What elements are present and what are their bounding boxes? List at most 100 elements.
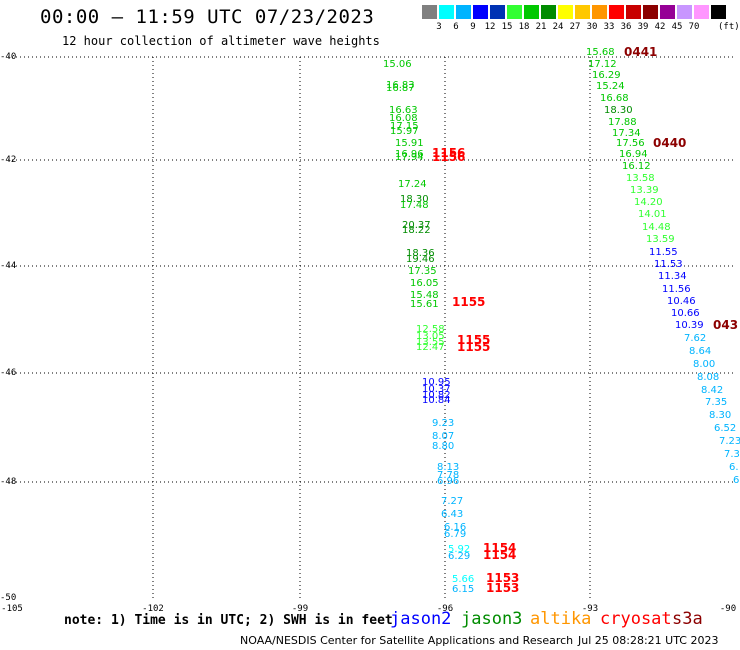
wave-height-value: 8.00 bbox=[693, 359, 716, 370]
wave-height-value: 11.55 bbox=[649, 247, 678, 258]
lat-label: -44 bbox=[0, 261, 17, 271]
legend-label: 45 bbox=[671, 22, 683, 32]
satellite-altika: altika bbox=[530, 609, 592, 629]
legend-label: 39 bbox=[637, 22, 649, 32]
wave-height-value: 20.37 bbox=[402, 220, 431, 231]
wave-height-value: 5.66 bbox=[452, 574, 475, 585]
lat-label: -50 bbox=[0, 593, 17, 603]
wave-height-value: 18.36 bbox=[406, 248, 435, 259]
wave-height-value: 7.62 bbox=[684, 333, 707, 344]
wave-height-value: 10.95 bbox=[422, 377, 451, 388]
wave-height-value: 6.29 bbox=[448, 551, 471, 562]
wave-height-value: 16.08 bbox=[389, 113, 418, 124]
legend-label: 3 bbox=[436, 22, 442, 32]
lat-label: -46 bbox=[0, 368, 17, 378]
wave-height-value: 16.63 bbox=[389, 105, 418, 116]
lat-label: -48 bbox=[0, 477, 17, 487]
wave-height-value: 12.47 bbox=[416, 342, 445, 353]
legend-swatch bbox=[609, 5, 624, 19]
wave-height-value: 17.34 bbox=[612, 128, 641, 139]
legend-swatch bbox=[422, 5, 437, 19]
wave-height-value: 13.59 bbox=[646, 234, 675, 245]
wave-height-value: 14.48 bbox=[642, 222, 671, 233]
legend-swatch bbox=[507, 5, 522, 19]
wave-height-value: 9.23 bbox=[432, 418, 455, 429]
legend-swatch bbox=[439, 5, 454, 19]
legend-swatch bbox=[592, 5, 607, 19]
wave-height-value: 8.80 bbox=[432, 441, 455, 452]
legend-label: 36 bbox=[620, 22, 632, 32]
wave-height-value: 8.08 bbox=[697, 372, 720, 383]
pass-time-label: 1155 bbox=[457, 333, 491, 347]
wave-height-value: 6.16 bbox=[444, 522, 467, 533]
wave-height-value: 18.30 bbox=[604, 105, 633, 116]
wave-height-value: 16.96 bbox=[395, 149, 424, 160]
wave-height-value: 17.15 bbox=[390, 121, 419, 132]
wave-height-value: 18.22 bbox=[402, 225, 431, 236]
pass-time-label: 1154 bbox=[483, 541, 517, 555]
wave-height-value: 10.46 bbox=[667, 296, 696, 307]
wave-height-value: 16.12 bbox=[622, 161, 651, 172]
lon-label: -105 bbox=[1, 604, 23, 614]
wave-height-value: 16.05 bbox=[410, 278, 439, 289]
satellite-jason2: jason2 bbox=[390, 609, 452, 629]
lon-label: -102 bbox=[142, 604, 164, 614]
pass-time-label: 1153 bbox=[486, 581, 520, 595]
wave-height-value: 15.06 bbox=[383, 59, 412, 70]
footer-note: note: 1) Time is in UTC; 2) SWH is in fe… bbox=[64, 613, 393, 628]
legend-label: 42 bbox=[654, 22, 666, 32]
wave-height-value: 15.48 bbox=[410, 290, 439, 301]
wave-height-value: 13.58 bbox=[626, 173, 655, 184]
legend-label: 33 bbox=[603, 22, 615, 32]
wave-height-value: 18.30 bbox=[400, 194, 429, 205]
legend-swatch bbox=[558, 5, 573, 19]
wave-height-value: 16.94 bbox=[619, 149, 648, 160]
legend-swatch bbox=[660, 5, 675, 19]
wave-height-value: 17.56 bbox=[616, 138, 645, 149]
wave-height-value: 15.68 bbox=[586, 47, 615, 58]
legend-swatch bbox=[711, 5, 726, 19]
lat-label: -42 bbox=[0, 155, 17, 165]
wave-height-value: 8.07 bbox=[432, 431, 455, 442]
legend-label: 12 bbox=[484, 22, 496, 32]
credit-text: NOAA/NESDIS Center for Satellite Applica… bbox=[240, 634, 574, 647]
legend-swatch bbox=[626, 5, 641, 19]
wave-height-value: 10.37 bbox=[422, 384, 451, 395]
legend-swatch bbox=[677, 5, 692, 19]
wave-height-value: 6.52 bbox=[714, 423, 737, 434]
legend-label: 6 bbox=[453, 22, 459, 32]
wave-height-value: 8.13 bbox=[437, 462, 460, 473]
legend-unit: (ft) bbox=[718, 22, 740, 32]
wave-height-value: 7.3 bbox=[724, 449, 740, 460]
wave-height-value: 6.15 bbox=[452, 584, 475, 595]
wave-height-value: 17.48 bbox=[400, 200, 429, 211]
wave-height-value: 13.39 bbox=[630, 185, 659, 196]
legend-swatch bbox=[456, 5, 471, 19]
wave-height-value: 5.92 bbox=[448, 544, 471, 555]
wave-height-value: 14.01 bbox=[638, 209, 667, 220]
pass-time-label: 1155 bbox=[457, 340, 491, 354]
legend-label: 24 bbox=[552, 22, 564, 32]
wave-height-value: 11.34 bbox=[658, 271, 687, 282]
legend-label: 9 bbox=[470, 22, 476, 32]
lon-label: -99 bbox=[291, 604, 309, 614]
wave-height-value: 19.46 bbox=[406, 254, 435, 265]
legend-swatch bbox=[575, 5, 590, 19]
wave-height-value: 15.24 bbox=[596, 81, 625, 92]
pass-time-label: 1156 bbox=[432, 146, 466, 160]
legend-swatch bbox=[490, 5, 505, 19]
legend-label: 70 bbox=[688, 22, 700, 32]
pass-time-label: 1153 bbox=[486, 571, 520, 585]
legend-swatch bbox=[643, 5, 658, 19]
legend-label: 15 bbox=[501, 22, 513, 32]
pass-time-label: 1156 bbox=[432, 150, 466, 164]
lon-label: -93 bbox=[581, 604, 599, 614]
legend-swatch bbox=[524, 5, 539, 19]
page-title: 00:00 – 11:59 UTC 07/23/2023 bbox=[40, 6, 375, 28]
wave-height-value: 13.55 bbox=[416, 337, 445, 348]
wave-height-value: 6.79 bbox=[444, 529, 467, 540]
legend-swatch bbox=[473, 5, 488, 19]
legend-swatch bbox=[694, 5, 709, 19]
